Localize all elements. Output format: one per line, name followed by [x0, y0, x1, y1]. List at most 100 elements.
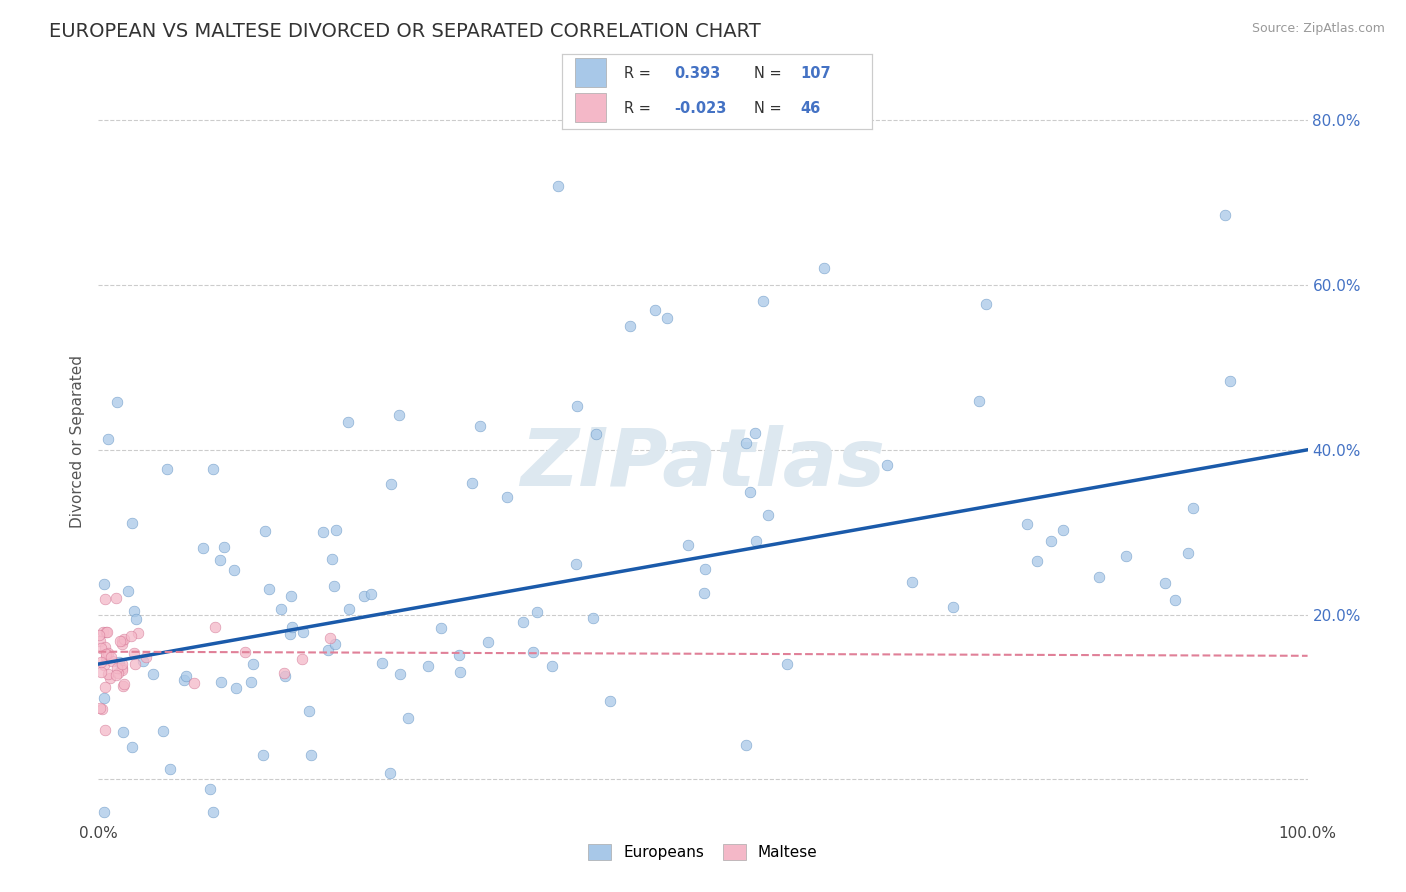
Text: ZIPatlas: ZIPatlas	[520, 425, 886, 503]
Point	[96, 650, 118, 665]
Point	[105, 395, 128, 409]
Point	[969, 393, 991, 408]
Point	[280, 590, 302, 604]
Point	[122, 646, 145, 660]
Point	[599, 694, 621, 708]
Text: 107: 107	[800, 67, 831, 81]
Point	[96, 625, 118, 640]
Point	[253, 524, 276, 538]
Point	[337, 415, 360, 429]
Point	[94, 640, 117, 654]
Point	[337, 601, 360, 615]
Y-axis label: Divorced or Separated: Divorced or Separated	[70, 355, 86, 528]
Point	[111, 660, 134, 674]
Point	[1219, 374, 1241, 388]
Point	[292, 625, 315, 640]
Point	[121, 739, 143, 754]
Point	[152, 723, 174, 738]
Point	[942, 600, 965, 615]
Point	[273, 666, 295, 681]
FancyBboxPatch shape	[575, 93, 606, 122]
Point	[449, 665, 471, 679]
Point	[1115, 549, 1137, 563]
Point	[108, 656, 131, 670]
Point	[281, 620, 304, 634]
Point	[94, 723, 117, 737]
Point	[93, 680, 115, 694]
Text: N =: N =	[754, 102, 782, 116]
Point	[122, 604, 145, 618]
Point	[416, 659, 439, 673]
Point	[125, 612, 148, 626]
Point	[93, 592, 115, 607]
Text: R =: R =	[624, 67, 651, 81]
Point	[735, 738, 758, 752]
Point	[316, 642, 339, 657]
Text: N =: N =	[754, 67, 782, 81]
Point	[124, 657, 146, 671]
Point	[468, 419, 491, 434]
Point	[976, 297, 998, 311]
Point	[738, 485, 761, 500]
Text: Source: ZipAtlas.com: Source: ZipAtlas.com	[1251, 22, 1385, 36]
Point	[110, 633, 132, 648]
Point	[321, 552, 343, 566]
Point	[132, 654, 155, 668]
Point	[380, 477, 402, 491]
Point	[496, 490, 519, 504]
Point	[1015, 516, 1038, 531]
Point	[105, 667, 128, 681]
Point	[121, 516, 143, 531]
Point	[360, 587, 382, 601]
Point	[1182, 500, 1205, 515]
Point	[233, 644, 256, 658]
Point	[776, 657, 799, 672]
Point	[619, 319, 641, 334]
Point	[93, 577, 115, 591]
Point	[460, 476, 482, 491]
Point	[270, 602, 292, 616]
Point	[212, 540, 235, 554]
Point	[744, 534, 766, 549]
Point	[111, 663, 134, 677]
Point	[323, 637, 346, 651]
Point	[813, 261, 835, 276]
Point	[107, 666, 129, 681]
Point	[127, 626, 149, 640]
Point	[201, 805, 224, 820]
Point	[378, 765, 401, 780]
Point	[90, 702, 112, 716]
Point	[565, 557, 588, 571]
Point	[142, 667, 165, 681]
Point	[319, 631, 342, 645]
Point	[388, 408, 411, 422]
Point	[204, 620, 226, 634]
Point	[110, 657, 132, 671]
Point	[97, 433, 120, 447]
Point	[752, 294, 775, 309]
Point	[744, 426, 766, 441]
Text: 46: 46	[800, 102, 821, 116]
Point	[105, 591, 128, 606]
Text: -0.023: -0.023	[673, 102, 725, 116]
Point	[117, 583, 139, 598]
Point	[257, 582, 280, 597]
Point	[96, 625, 118, 640]
Point	[87, 628, 110, 642]
Point	[322, 579, 344, 593]
Point	[93, 657, 115, 672]
Point	[183, 676, 205, 690]
Point	[112, 679, 135, 693]
Point	[325, 523, 347, 537]
Point	[97, 646, 120, 660]
Point	[110, 637, 132, 651]
Point	[396, 711, 419, 725]
Point	[93, 690, 115, 705]
Point	[512, 615, 534, 629]
Point	[280, 627, 302, 641]
Point	[547, 179, 569, 194]
Point	[311, 524, 333, 539]
Point	[97, 666, 120, 681]
Point	[655, 310, 678, 325]
Point	[1177, 546, 1199, 560]
